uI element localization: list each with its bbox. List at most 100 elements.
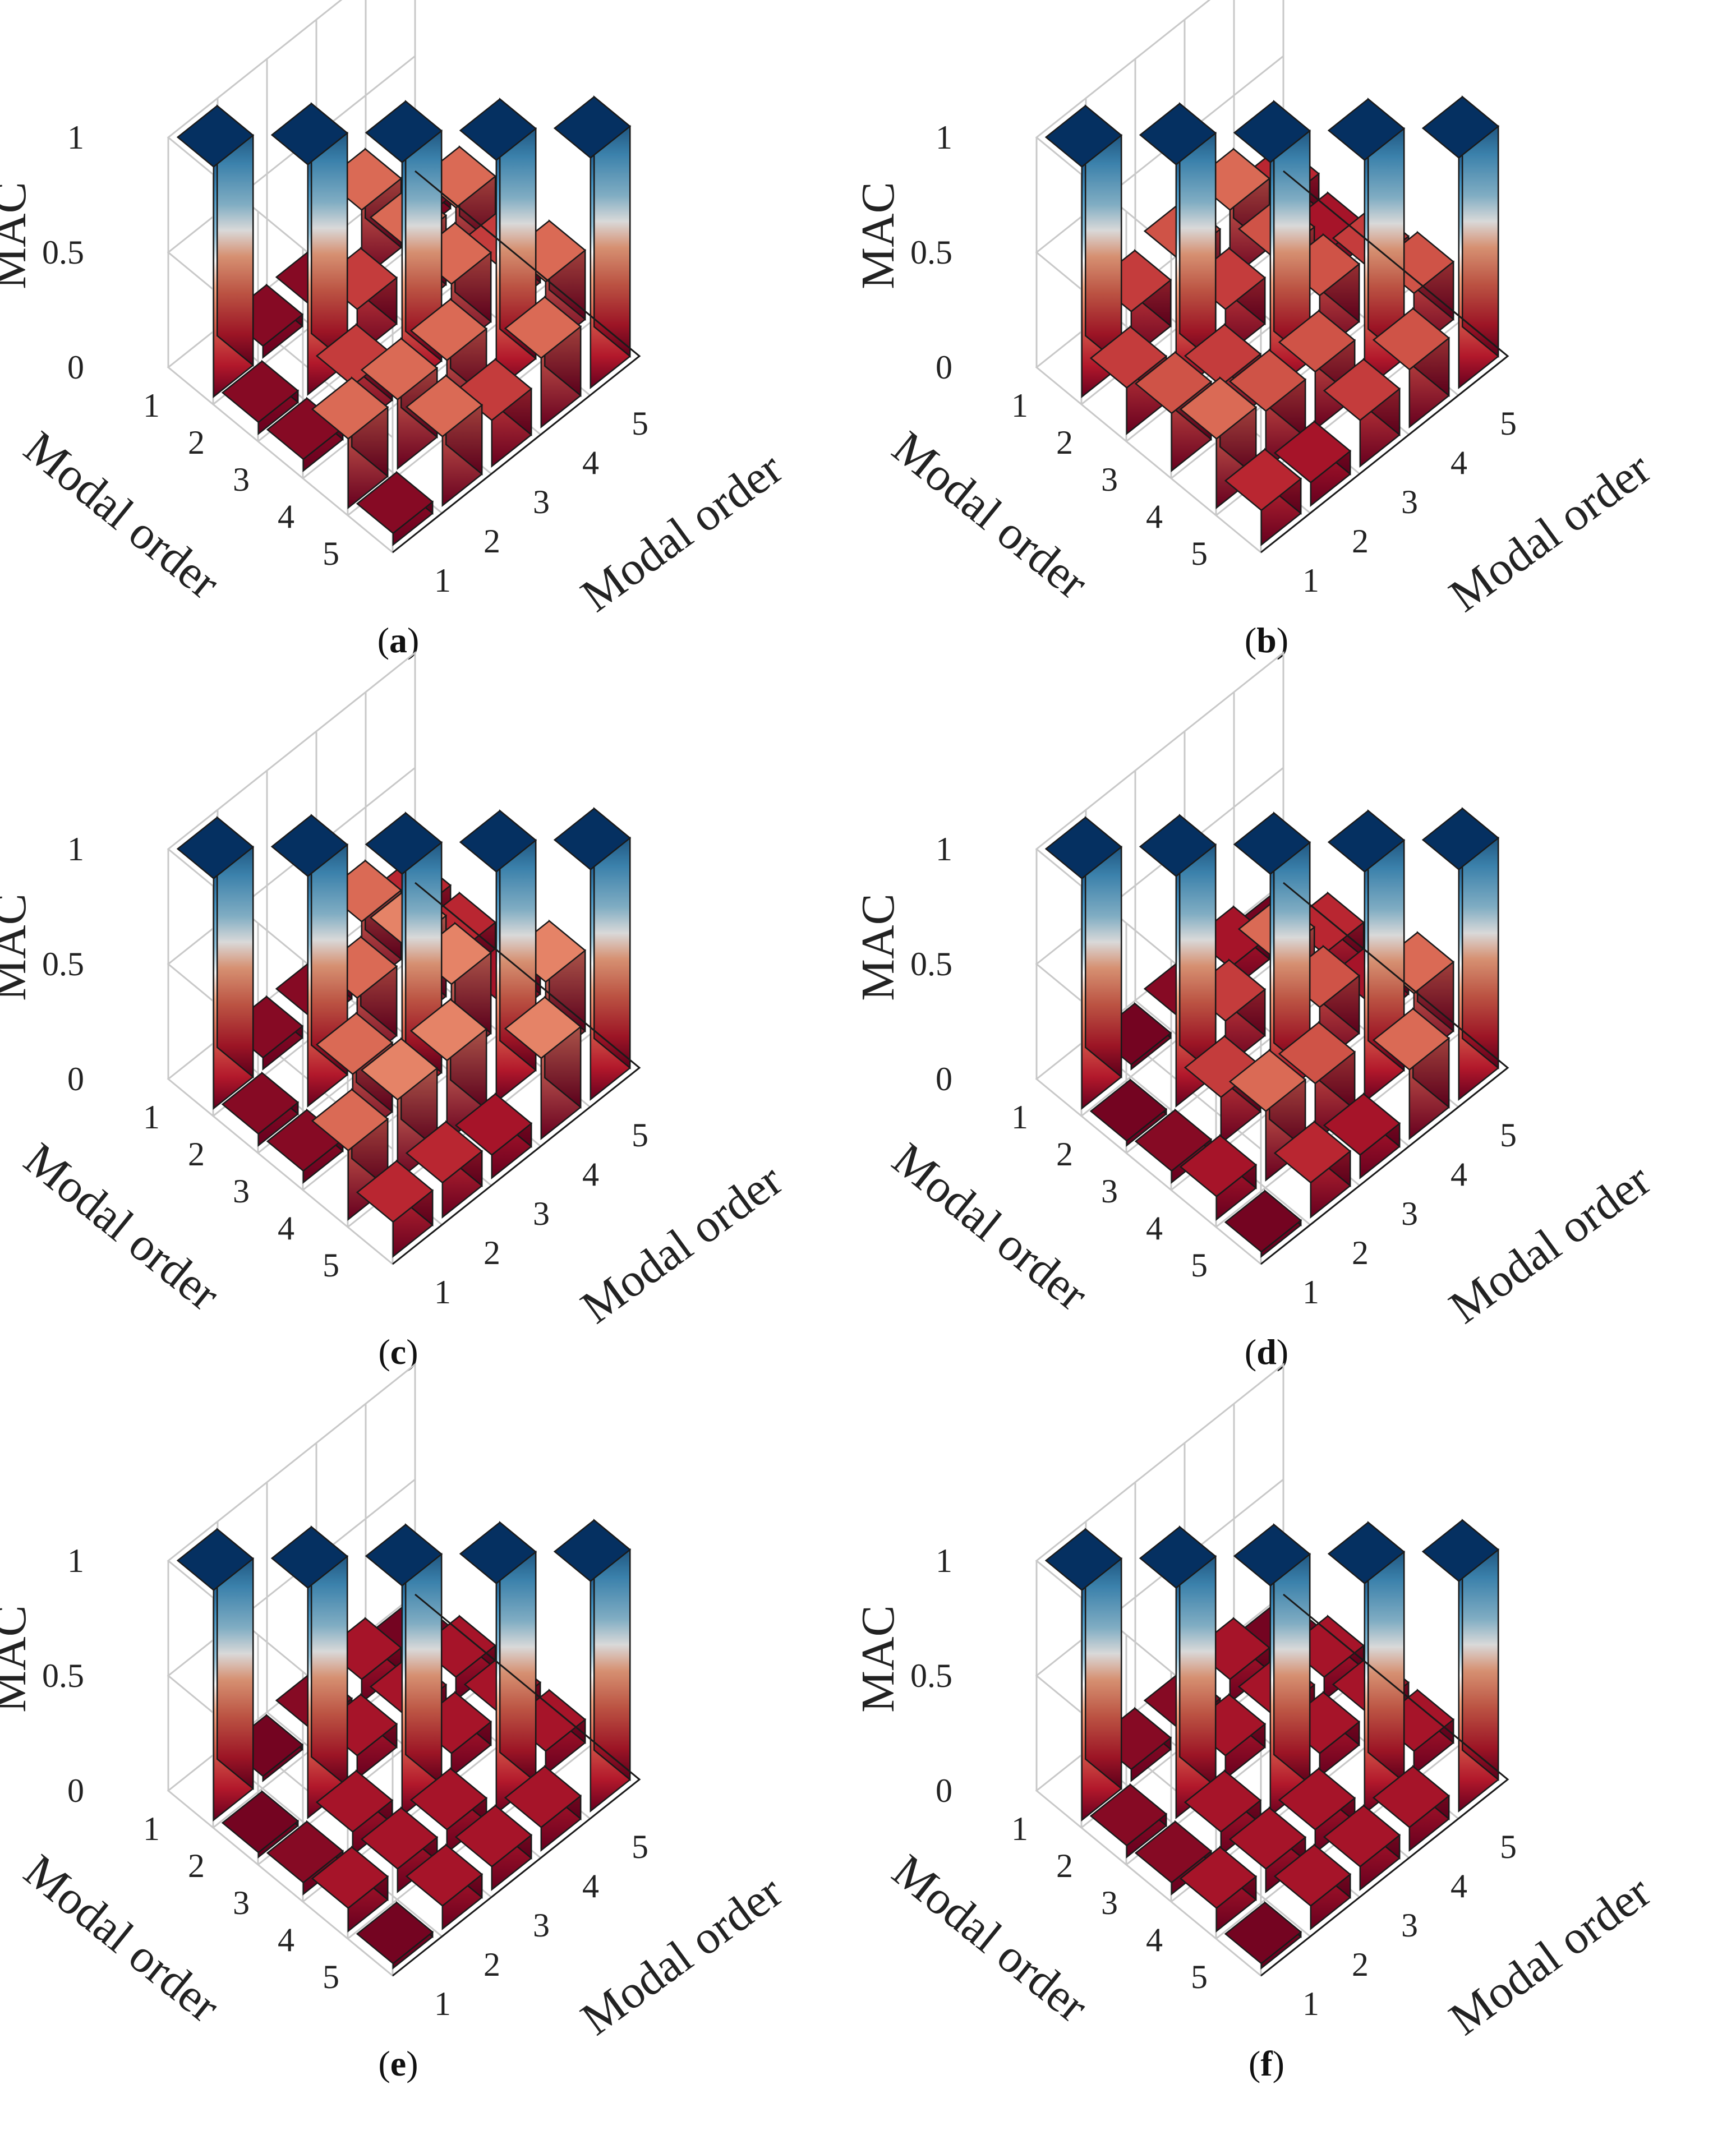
bar-face-top bbox=[1044, 816, 1123, 880]
bar-3-3 bbox=[365, 1523, 443, 1817]
bar-4-2 bbox=[1228, 1048, 1307, 1182]
z-axis-label: MAC bbox=[852, 182, 904, 289]
bar-face-top bbox=[311, 1846, 389, 1910]
bar-5-3 bbox=[454, 1092, 533, 1179]
caption-f: (f) bbox=[1249, 2044, 1284, 2083]
x-tick-label: 2 bbox=[483, 1946, 500, 1983]
x-axis-label: Modal order bbox=[572, 1865, 791, 2045]
bars bbox=[1044, 1518, 1500, 1970]
bar-face-top bbox=[1323, 358, 1401, 422]
x-tick-label: 1 bbox=[1302, 1274, 1319, 1311]
bar-5-5 bbox=[1421, 1518, 1500, 1813]
bar-5-1 bbox=[1224, 1189, 1302, 1258]
x-tick-label: 1 bbox=[1302, 562, 1319, 599]
bar-face-top bbox=[1372, 1007, 1450, 1071]
bar-face-shadow bbox=[1368, 99, 1405, 359]
z-tick-label: 0 bbox=[936, 349, 952, 386]
bar-face-top bbox=[356, 471, 434, 534]
bars bbox=[1044, 95, 1500, 546]
x-axis-label: Modal order bbox=[1440, 442, 1660, 622]
bar-5-3 bbox=[1323, 357, 1401, 468]
bar-5-4 bbox=[504, 1764, 582, 1852]
bar-face-top bbox=[1184, 323, 1262, 387]
bar-2-1 bbox=[1089, 1078, 1168, 1147]
bar-5-4 bbox=[504, 295, 582, 428]
z-tick-label: 0 bbox=[936, 1060, 952, 1098]
bar-2-1 bbox=[221, 359, 300, 435]
front-axis bbox=[392, 1593, 641, 1977]
z-axis-label: MAC bbox=[0, 182, 36, 289]
bar-face-top bbox=[454, 1092, 533, 1156]
bar-face-top bbox=[1421, 807, 1500, 871]
x-tick-label: 5 bbox=[1500, 405, 1517, 442]
bar-face-top bbox=[270, 102, 349, 166]
bar-face-top bbox=[1278, 1021, 1356, 1085]
front-axis bbox=[392, 170, 641, 554]
bar-face-top bbox=[1224, 448, 1302, 511]
bar-face-top bbox=[1139, 102, 1217, 166]
z-ticks: 00.51 bbox=[910, 119, 952, 386]
bar-face-top bbox=[176, 104, 255, 168]
caption-c: (c) bbox=[378, 1332, 418, 1372]
bar-1-1 bbox=[1044, 1527, 1123, 1822]
bar-5-1 bbox=[356, 1901, 434, 1970]
x-axis-label: Modal order bbox=[572, 1154, 791, 1334]
bar-1-1 bbox=[1044, 815, 1123, 1110]
z-ticks: 00.51 bbox=[42, 1542, 84, 1809]
bar-4-1 bbox=[311, 376, 389, 509]
front-axis bbox=[1260, 1593, 1509, 1977]
x-tick-label: 4 bbox=[582, 1156, 599, 1193]
bar-4-3 bbox=[409, 998, 488, 1142]
bar-face-top bbox=[360, 1806, 439, 1870]
bar-face-top bbox=[315, 1769, 394, 1833]
bar-face-top bbox=[409, 1767, 488, 1831]
bar-3-3 bbox=[1233, 1523, 1311, 1817]
front-axis bbox=[392, 882, 641, 1265]
bar-4-1 bbox=[311, 1845, 389, 1933]
bar-face-top bbox=[553, 807, 632, 871]
bar-face-top bbox=[1134, 1820, 1213, 1884]
z-tick-label: 1 bbox=[67, 119, 84, 156]
bar-face-shadow bbox=[1274, 1524, 1310, 1784]
y-tick-label: 4 bbox=[278, 1921, 294, 1958]
bar-5-5 bbox=[553, 1518, 632, 1813]
x-tick-label: 1 bbox=[434, 562, 451, 599]
bar-face-shadow bbox=[1085, 105, 1122, 366]
bar-face-top bbox=[459, 1521, 537, 1585]
bars bbox=[176, 806, 632, 1258]
y-tick-label: 3 bbox=[1101, 1884, 1118, 1921]
bar-face-shadow bbox=[406, 813, 442, 1073]
y-tick-label: 2 bbox=[188, 1847, 205, 1884]
bar-5-2 bbox=[1273, 419, 1352, 507]
x-tick-label: 4 bbox=[582, 444, 599, 481]
bar-face-top bbox=[1233, 100, 1311, 164]
z-tick-label: 0.5 bbox=[910, 946, 952, 983]
axes-lines bbox=[392, 882, 641, 1265]
bar-5-5 bbox=[1421, 806, 1500, 1101]
bar-face-top bbox=[315, 1012, 394, 1076]
x-tick-label: 3 bbox=[1401, 1195, 1418, 1232]
bar-2-1 bbox=[221, 1071, 300, 1147]
x-tick-label: 3 bbox=[1401, 483, 1418, 520]
z-ticks: 00.51 bbox=[910, 1542, 952, 1809]
z-tick-label: 0.5 bbox=[42, 234, 84, 271]
bar-face-top bbox=[1372, 307, 1450, 371]
bar-face-shadow bbox=[406, 101, 442, 361]
bar-5-1 bbox=[1224, 448, 1302, 546]
panel-b: 0 0.5 1 MAC 1 2 3 4 5 Modal order 1 2 3 4 5 Modal order… bbox=[852, 0, 1736, 712]
x-tick-label: 1 bbox=[434, 1274, 451, 1311]
x-tick-label: 5 bbox=[1500, 1828, 1517, 1865]
bar-face-shadow bbox=[217, 1529, 254, 1789]
bar-face-top bbox=[360, 337, 439, 401]
bar-face-top bbox=[454, 1804, 533, 1868]
bar-face-top bbox=[409, 298, 488, 362]
bar-4-1 bbox=[1179, 1133, 1258, 1221]
